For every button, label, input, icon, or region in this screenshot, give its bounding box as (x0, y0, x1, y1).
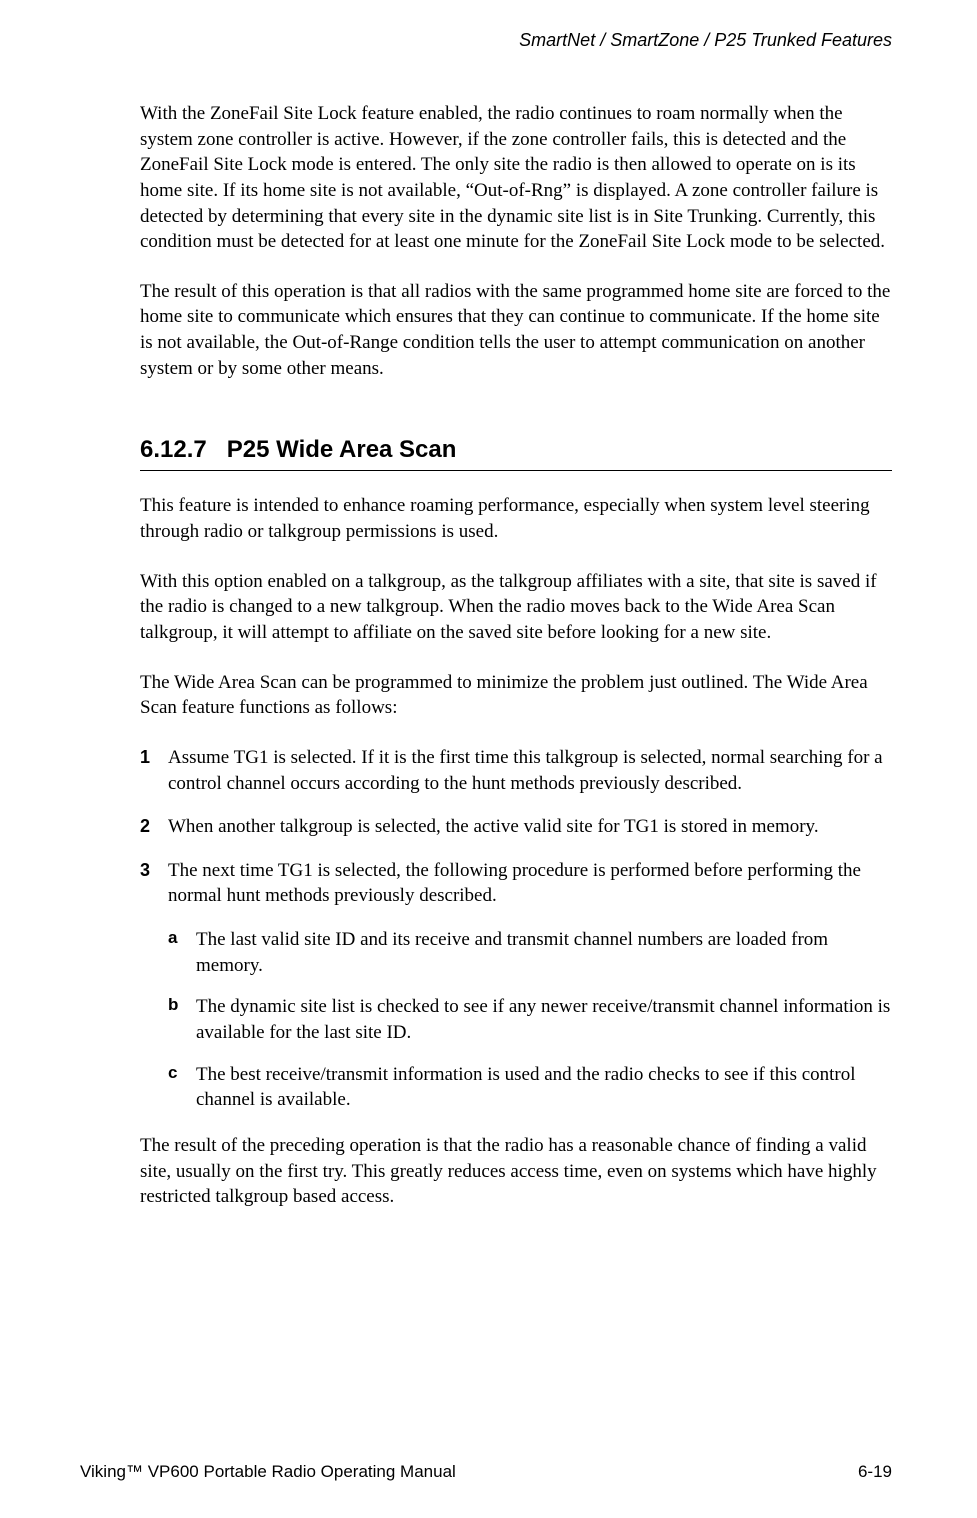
section-rule (140, 470, 892, 471)
list-text: Assume TG1 is selected. If it is the fir… (168, 745, 892, 796)
sublist-item: b The dynamic site list is checked to se… (168, 994, 892, 1045)
body-paragraph: This feature is intended to enhance roam… (140, 493, 892, 544)
list-marker: 2 (140, 814, 168, 840)
body-paragraph: With the ZoneFail Site Lock feature enab… (140, 101, 892, 255)
section-number: 6.12.7 (140, 436, 207, 463)
sublist-text: The best receive/transmit information is… (196, 1062, 892, 1113)
list-marker: 3 (140, 858, 168, 909)
numbered-list: 1 Assume TG1 is selected. If it is the f… (140, 745, 892, 909)
section-title: P25 Wide Area Scan (227, 436, 457, 463)
sublist-item: a The last valid site ID and its receive… (168, 927, 892, 978)
list-text: When another talkgroup is selected, the … (168, 814, 892, 840)
page-footer: Viking™ VP600 Portable Radio Operating M… (80, 1462, 892, 1482)
footer-left: Viking™ VP600 Portable Radio Operating M… (80, 1462, 456, 1482)
sublist-text: The last valid site ID and its receive a… (196, 927, 892, 978)
body-paragraph: The Wide Area Scan can be programmed to … (140, 670, 892, 721)
sublist-marker: c (168, 1062, 196, 1113)
footer-page-number: 6-19 (858, 1462, 892, 1482)
section-heading: 6.12.7 P25 Wide Area Scan (140, 436, 892, 464)
list-marker: 1 (140, 745, 168, 796)
lettered-sublist: a The last valid site ID and its receive… (168, 927, 892, 1113)
page-header: SmartNet / SmartZone / P25 Trunked Featu… (140, 30, 892, 51)
body-paragraph: The result of the preceding operation is… (140, 1133, 892, 1210)
sublist-item: c The best receive/transmit information … (168, 1062, 892, 1113)
sublist-marker: b (168, 994, 196, 1045)
body-paragraph: The result of this operation is that all… (140, 279, 892, 382)
sublist-marker: a (168, 927, 196, 978)
body-paragraph: With this option enabled on a talkgroup,… (140, 569, 892, 646)
list-item: 1 Assume TG1 is selected. If it is the f… (140, 745, 892, 796)
list-item: 2 When another talkgroup is selected, th… (140, 814, 892, 840)
header-title: SmartNet / SmartZone / P25 Trunked Featu… (519, 30, 892, 50)
list-text: The next time TG1 is selected, the follo… (168, 858, 892, 909)
sublist-text: The dynamic site list is checked to see … (196, 994, 892, 1045)
list-item: 3 The next time TG1 is selected, the fol… (140, 858, 892, 909)
page-content: SmartNet / SmartZone / P25 Trunked Featu… (0, 0, 977, 1210)
